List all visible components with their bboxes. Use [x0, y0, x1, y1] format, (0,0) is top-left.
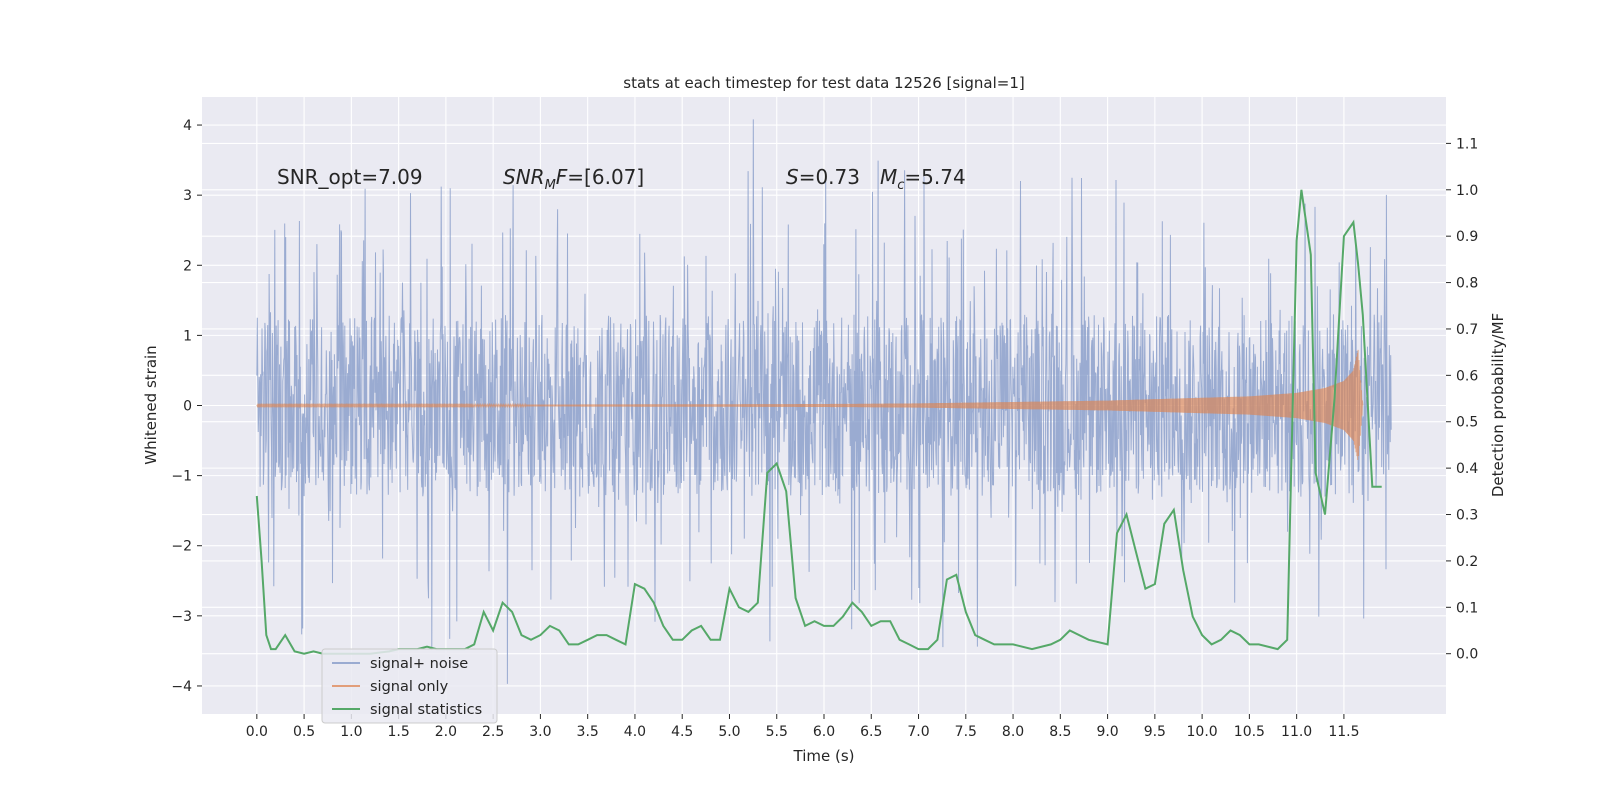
x-tick-label: 4.0: [624, 724, 646, 740]
x-tick-label: 8.5: [1049, 724, 1071, 740]
y2-axis-label: Detection probability/MF: [1489, 313, 1507, 497]
x-tick-label: 4.5: [671, 724, 693, 740]
snr-mf-suffix: F: [556, 165, 568, 189]
x-tick-label: 9.0: [1096, 724, 1118, 740]
y-tick-label: 4: [183, 118, 192, 134]
y2-tick-label: 0.3: [1456, 508, 1478, 524]
y2-tick-label: 0.8: [1456, 276, 1478, 292]
mc-value: =5.74: [904, 165, 965, 189]
x-axis-ticks: 0.0 0.5 1.0 1.5 2.0 2.5 3.0 3.5 4.0 4.5 5.0 5.5 6.0 6…: [246, 714, 1359, 740]
annotation-snr-opt: SNR_opt=7.09: [277, 165, 423, 189]
y-tick-label: 3: [183, 188, 192, 204]
x-tick-label: 2.0: [435, 724, 457, 740]
legend-label-signal-statistics: signal statistics: [370, 702, 482, 718]
signal-noise-line: [256, 119, 1392, 684]
x-tick-label: 5.0: [718, 724, 740, 740]
x-tick-label: 1.5: [387, 724, 409, 740]
y2-tick-label: 1.1: [1456, 136, 1478, 152]
x-tick-label: 1.0: [340, 724, 362, 740]
x-axis-label: Time (s): [793, 747, 855, 765]
y2-tick-label: 0.4: [1456, 461, 1478, 477]
signal-only-series: [256, 349, 1364, 460]
y-tick-label: 2: [183, 258, 192, 274]
x-tick-label: 7.0: [907, 724, 929, 740]
annotation-s: S=0.73: [786, 165, 860, 189]
x-tick-label: 6.5: [860, 724, 882, 740]
x-tick-label: 0.0: [246, 724, 268, 740]
chart-title: stats at each timestep for test data 125…: [623, 74, 1024, 92]
x-tick-label: 8.0: [1002, 724, 1024, 740]
x-tick-label: 11.5: [1328, 724, 1359, 740]
s-symbol: S: [786, 165, 799, 189]
x-tick-label: 2.5: [482, 724, 504, 740]
signal-noise-series: [256, 119, 1392, 684]
legend-box: [321, 648, 498, 724]
annotation-snr-mf: SNRMF=[6.07]: [503, 165, 644, 193]
y2-tick-label: 0.5: [1456, 415, 1478, 431]
y2-tick-label: 0.9: [1456, 229, 1478, 245]
x-tick-label: 9.5: [1144, 724, 1166, 740]
x-tick-label: 0.5: [293, 724, 315, 740]
y2-tick-label: 0.7: [1456, 322, 1478, 338]
y-tick-label: 0: [183, 399, 192, 415]
signal-only-line: [256, 349, 1364, 460]
x-tick-label: 6.0: [813, 724, 835, 740]
x-tick-label: 11.0: [1281, 724, 1312, 740]
snr-mf-symbol: SNR: [503, 165, 545, 189]
x-tick-label: 7.5: [955, 724, 977, 740]
snr-mf-value: =[6.07]: [567, 165, 644, 189]
y-axis-ticks: −4 −3 −2 −1 0 1 2 3 4: [171, 118, 202, 695]
annotation-mc: Mc=5.74: [880, 165, 966, 193]
legend-label-signal-noise: signal+ noise: [370, 656, 468, 672]
y-tick-label: −2: [171, 539, 192, 555]
y2-tick-label: 1.0: [1456, 183, 1478, 199]
x-tick-label: 10.0: [1187, 724, 1218, 740]
y2-tick-label: 0.6: [1456, 368, 1478, 384]
mc-symbol: M: [880, 165, 897, 189]
y2-tick-label: 0.0: [1456, 647, 1478, 663]
y-tick-label: 1: [183, 328, 192, 344]
x-tick-label: 3.5: [577, 724, 599, 740]
y-tick-label: −1: [171, 469, 192, 485]
x-tick-label: 3.0: [529, 724, 551, 740]
legend: signal+ noise signal only signal statist…: [321, 648, 498, 724]
legend-label-signal-only: signal only: [370, 679, 449, 695]
y-tick-label: −3: [171, 609, 192, 625]
x-tick-label: 5.5: [766, 724, 788, 740]
y2-tick-label: 0.2: [1456, 554, 1478, 570]
s-value: =0.73: [799, 165, 860, 189]
mc-subscript: c: [897, 178, 904, 193]
y-tick-label: −4: [171, 679, 192, 695]
y2-axis-ticks: 0.0 0.1 0.2 0.3 0.4 0.5 0.6 0.7 0.8 0.9 1.0 1.1: [1446, 136, 1478, 663]
snr-mf-subscript: M: [545, 178, 556, 193]
x-tick-label: 10.5: [1234, 724, 1265, 740]
y2-tick-label: 0.1: [1456, 600, 1478, 616]
y-axis-label: Whitened strain: [142, 345, 160, 464]
